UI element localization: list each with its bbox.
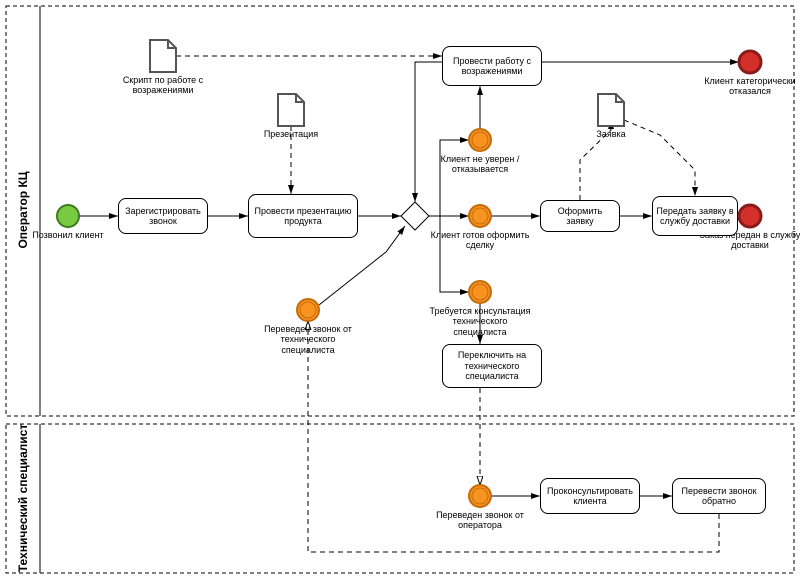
bpmn-diagram: Оператор КЦТехнический специалистПозвони… — [0, 0, 800, 579]
task-t_callback: Перевести звонок обратно — [672, 478, 766, 514]
task-t_switch: Переключить на технического специалиста — [442, 344, 542, 388]
lane-label-1: Технический специалист — [16, 398, 30, 579]
task-t_register: Зарегистрировать звонок — [118, 198, 208, 234]
task-t_consult: Проконсультировать клиента — [540, 478, 640, 514]
task-t_order: Оформить заявку — [540, 200, 620, 232]
lane-label-0: Оператор КЦ — [16, 110, 30, 310]
task-t_transfer: Передать заявку в службу доставки — [652, 196, 738, 236]
task-t_present: Провести презентацию продукта — [248, 194, 358, 238]
task-t_objections: Провести работу с возражениями — [442, 46, 542, 86]
